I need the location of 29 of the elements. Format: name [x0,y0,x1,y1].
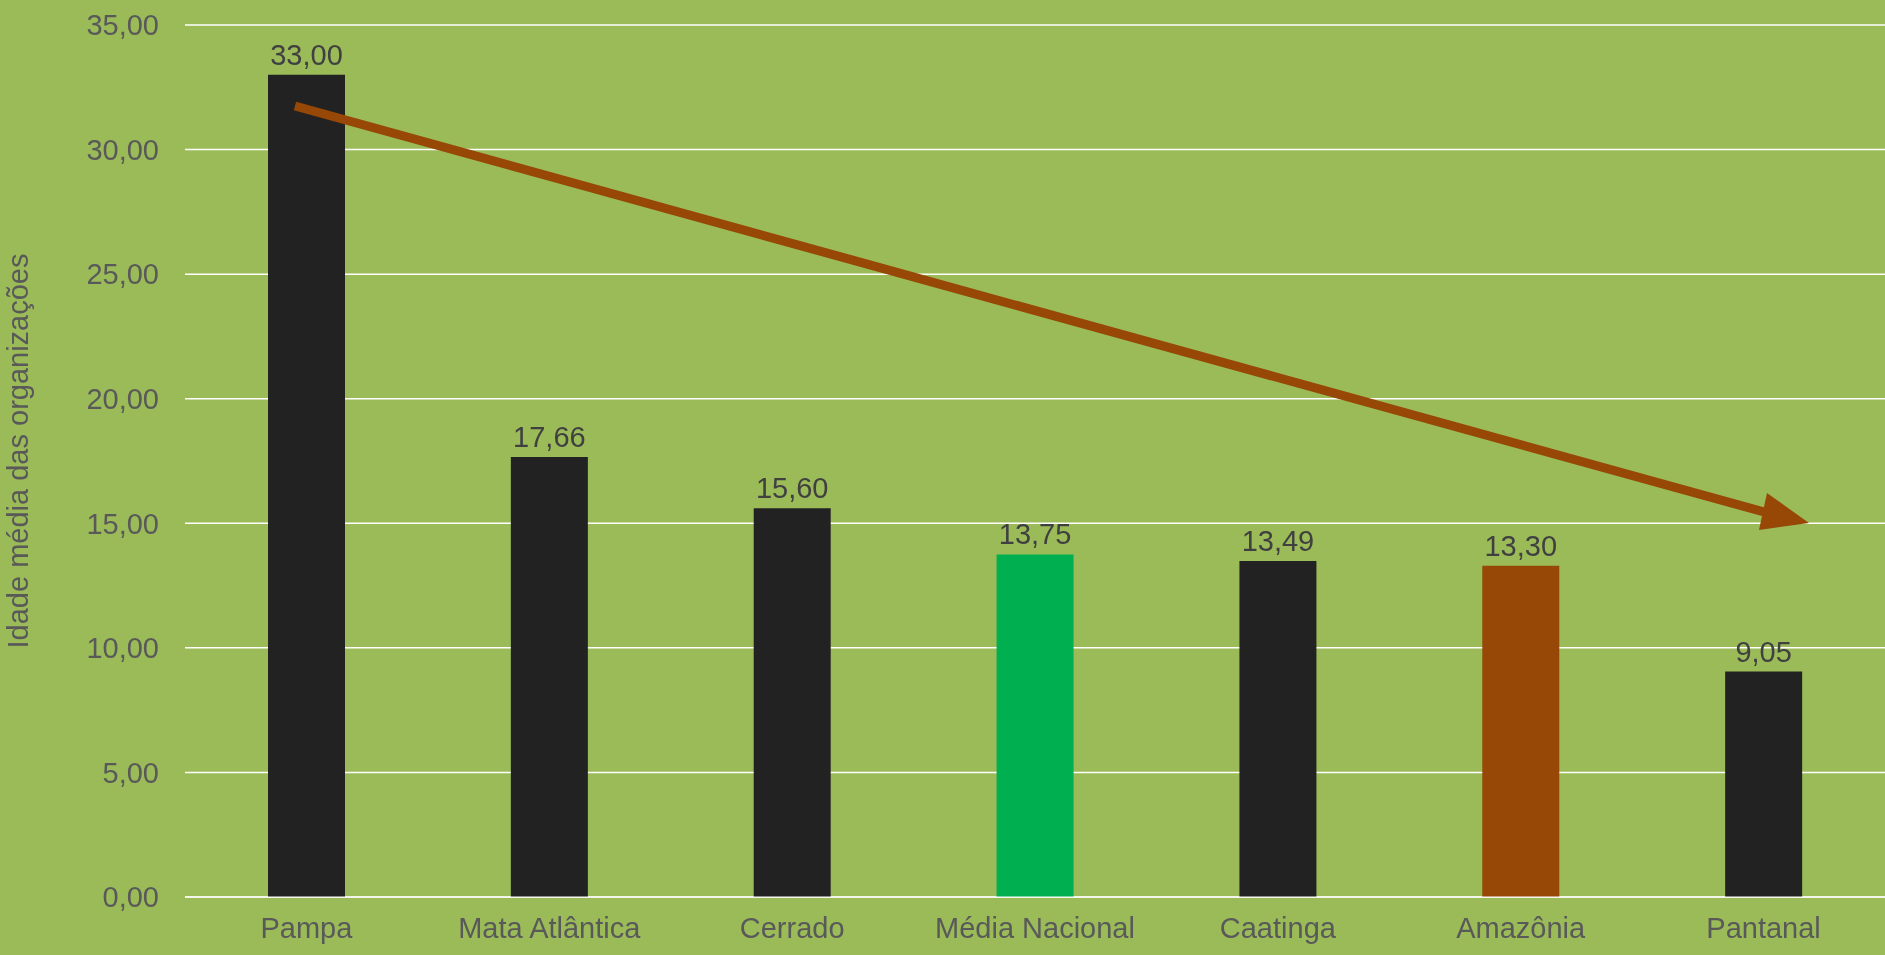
y-tick-label: 30,00 [86,133,159,166]
bar [753,508,831,897]
y-tick-label: 25,00 [86,258,159,291]
bar [268,74,345,897]
y-tick-label: 0,00 [102,881,159,914]
bar [1239,560,1317,897]
x-tick-label: Mata Atlântica [458,911,642,944]
y-tick-label: 5,00 [102,756,159,789]
bar [1725,671,1803,897]
y-tick-label: 15,00 [86,507,159,540]
x-tick-label: Pampa [260,911,354,944]
y-tick-label: 35,00 [86,9,159,42]
x-tick-label: Pantanal [1706,911,1821,944]
y-tick-label: 20,00 [86,383,159,416]
data-label: 13,75 [998,518,1072,551]
bar [1482,565,1560,897]
bar [510,457,588,897]
x-tick-label: Amazônia [1456,911,1587,944]
x-tick-label: Cerrado [739,911,845,944]
bar [996,554,1074,897]
data-label: 33,00 [270,38,343,71]
data-label: 13,49 [1241,524,1315,557]
x-tick-label: Caatinga [1219,911,1337,944]
data-label: 17,66 [513,421,586,454]
y-tick-label: 10,00 [86,632,159,665]
data-label: 13,30 [1484,529,1558,562]
y-axis-title: Idade média das organizações [2,253,35,649]
x-tick-label: Média Nacional [935,911,1135,944]
data-label: 15,60 [755,472,829,505]
